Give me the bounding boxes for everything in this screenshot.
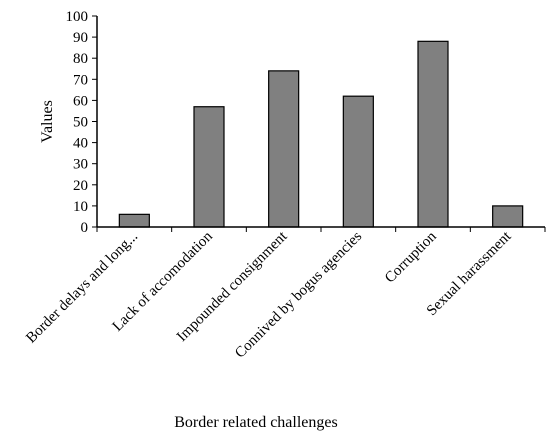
x-axis-title: Border related challenges — [174, 414, 337, 431]
bar — [268, 70, 300, 228]
x-ticks-group — [96, 227, 546, 232]
y-tick-label: 0 — [81, 220, 89, 236]
x-tick-label: Connived by bogus agencies — [232, 228, 365, 361]
axes-group — [96, 16, 545, 228]
y-ticks-group: 0 10 20 30 40 50 60 70 80 90 100 — [66, 9, 97, 236]
bar — [193, 106, 225, 228]
y-tick-label: 70 — [73, 72, 88, 88]
y-axis-title: Values — [39, 100, 56, 143]
y-tick-label: 100 — [66, 9, 89, 25]
y-tick-label: 40 — [73, 136, 88, 152]
bar — [342, 95, 374, 228]
y-tick-label: 30 — [73, 157, 88, 173]
bar — [492, 205, 524, 228]
x-tick-labels-group: Border delays and long...Lack of accomod… — [23, 228, 515, 362]
y-tick-label: 60 — [73, 93, 88, 109]
y-tick-label: 80 — [73, 51, 88, 67]
y-tick-label: 10 — [73, 199, 88, 215]
bars-group — [118, 40, 524, 228]
y-tick-label: 50 — [73, 115, 88, 131]
x-tick-label: Corruption — [382, 228, 440, 286]
y-tick-label: 20 — [73, 178, 88, 194]
bar — [417, 40, 449, 228]
y-tick-label: 90 — [73, 30, 88, 46]
bar — [118, 213, 150, 228]
